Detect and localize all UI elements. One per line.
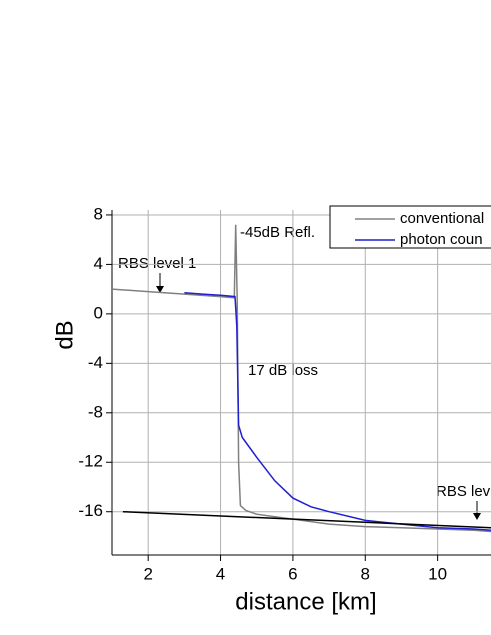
annotation: 17 dB loss xyxy=(248,362,318,379)
y-tick-label: -16 xyxy=(78,501,103,520)
annotation: -45dB Refl. xyxy=(240,224,315,241)
annotation: RBS level 1 xyxy=(118,255,196,272)
legend-box xyxy=(329,205,491,249)
y-axis-label: dB xyxy=(51,320,78,349)
y-tick-label: -8 xyxy=(88,402,103,421)
x-tick-label: 6 xyxy=(288,564,297,583)
arrow xyxy=(156,273,481,520)
series-line xyxy=(111,224,491,533)
x-tick-label: 8 xyxy=(361,564,370,583)
x-axis-label: distance [km] xyxy=(235,588,376,615)
y-tick-label: 0 xyxy=(94,303,103,322)
annotation: RBS lev xyxy=(436,483,491,500)
series-line xyxy=(184,292,491,531)
fit-line xyxy=(122,510,491,529)
x-tick-label: 2 xyxy=(143,564,152,583)
y-tick-label: 4 xyxy=(94,254,103,273)
x-tick-label: 10 xyxy=(428,564,447,583)
y-tick-label: -12 xyxy=(78,452,103,471)
y-tick-label: -4 xyxy=(88,353,103,372)
legend: conventional photon coun xyxy=(329,205,491,249)
x-tick-label: 4 xyxy=(216,564,225,583)
legend-label: conventional xyxy=(400,210,484,227)
legend-label: photon coun xyxy=(400,231,483,248)
y-tick-label: 8 xyxy=(94,204,103,223)
